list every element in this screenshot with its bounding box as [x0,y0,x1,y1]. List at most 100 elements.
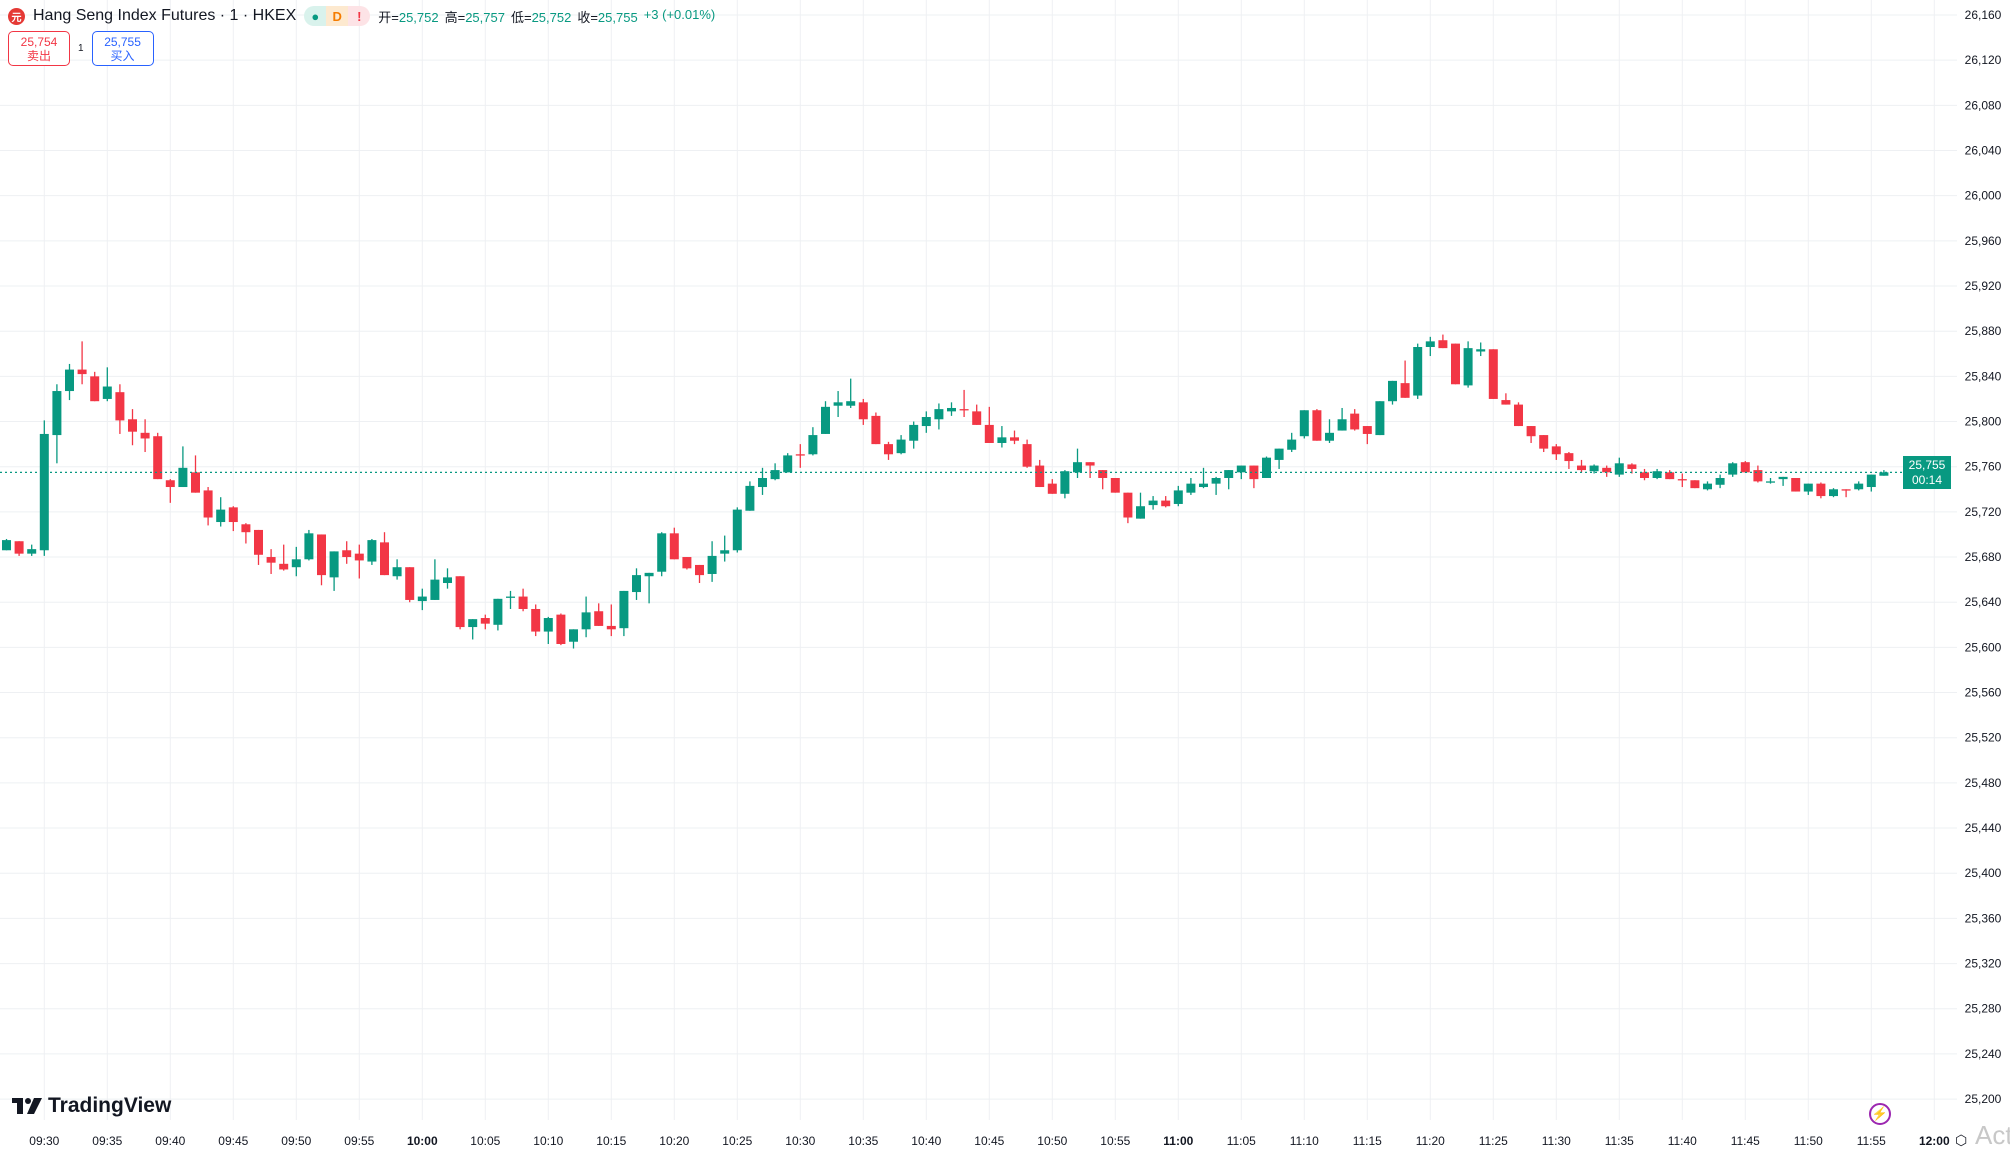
candle-down[interactable] [1514,402,1523,427]
candle-up[interactable] [783,453,793,473]
candle-up[interactable] [921,411,931,433]
candle-up[interactable] [1274,448,1284,469]
candle-down[interactable] [1690,480,1700,489]
candle-down[interactable] [1312,409,1322,441]
candle-up[interactable] [329,551,339,591]
candle-down[interactable] [1488,349,1498,399]
candle-up[interactable] [1703,481,1712,491]
market-open-badge[interactable]: ● [304,6,327,26]
candle-up[interactable] [216,497,226,527]
candle-up[interactable] [1388,380,1397,405]
candle-up[interactable] [1173,485,1183,507]
candle-up[interactable] [657,532,667,577]
candle-down[interactable] [1816,482,1826,499]
candle-down[interactable] [1123,492,1133,524]
candle-down[interactable] [191,455,200,493]
candle-up[interactable] [732,507,742,553]
candle-up[interactable] [619,590,629,637]
candle-up[interactable] [493,598,503,631]
status-badges[interactable]: ● D ! [304,6,371,26]
candle-down[interactable] [1085,462,1095,478]
candle-down[interactable] [1740,461,1750,473]
candle-up[interactable] [468,619,478,640]
candle-up[interactable] [1148,496,1158,510]
candle-down[interactable] [1564,452,1574,469]
candle-up[interactable] [1073,448,1082,478]
sell-button[interactable]: 25,754 卖出 [8,31,70,66]
candle-down[interactable] [354,544,364,579]
candle-up[interactable] [1866,474,1876,492]
candle-up[interactable] [909,421,919,449]
candle-down[interactable] [77,341,87,385]
candle-up[interactable] [1778,476,1788,486]
candle-down[interactable] [1526,426,1536,443]
candle-up[interactable] [1325,419,1334,443]
candle-up[interactable] [1413,343,1423,399]
symbol-title[interactable]: Hang Seng Index Futures · 1 · HKEX [33,7,297,24]
candle-up[interactable] [833,391,843,418]
candle-down[interactable] [556,613,566,646]
candle-up[interactable] [417,588,427,611]
candle-up[interactable] [102,367,112,402]
candle-down[interactable] [342,541,352,564]
candle-down[interactable] [972,404,982,425]
candle-down[interactable] [228,506,238,532]
candle-up[interactable] [1060,470,1070,499]
candle-down[interactable] [1602,465,1612,477]
candle-down[interactable] [884,441,893,460]
candle-down[interactable] [128,409,137,446]
candle-up[interactable] [1224,470,1234,490]
lightning-icon[interactable]: ⚡ [1869,1103,1891,1125]
candle-down[interactable] [1640,468,1649,481]
candle-down[interactable] [858,398,868,425]
candle-up[interactable] [506,590,515,609]
quantity[interactable]: 1 [78,43,84,54]
candle-down[interactable] [594,603,604,626]
candle-up[interactable] [1199,467,1208,489]
candle-up[interactable] [581,596,591,638]
candle-down[interactable] [518,588,528,612]
candle-up[interactable] [1803,483,1813,495]
candle-down[interactable] [795,444,805,468]
candle-up[interactable] [1425,336,1435,357]
candle-down[interactable] [1249,465,1259,489]
candle-down[interactable] [1047,479,1057,494]
candle-up[interactable] [745,481,755,511]
candle-down[interactable] [254,529,263,565]
candle-down[interactable] [1110,477,1120,493]
candle-up[interactable] [1589,464,1599,474]
candle-up[interactable] [569,629,578,649]
warning-badge[interactable]: ! [348,6,371,26]
candle-down[interactable] [266,549,276,574]
candle-up[interactable] [1728,462,1738,477]
candle-up[interactable] [39,420,49,556]
candle-down[interactable] [165,479,175,503]
candle-up[interactable] [644,572,654,604]
candle-up[interactable] [720,535,730,562]
candle-up[interactable] [1829,488,1838,498]
candle-up[interactable] [997,426,1007,448]
candle-up[interactable] [707,541,717,582]
candle-down[interactable] [1577,459,1586,473]
candle-up[interactable] [178,446,188,488]
candle-down[interactable] [14,541,24,556]
candle-down[interactable] [241,523,251,544]
candle-up[interactable] [1262,456,1271,478]
candle-down[interactable] [1161,496,1171,508]
candle-down[interactable] [1791,477,1801,492]
settings-icon[interactable]: ⬡ [1955,1132,1968,1148]
candle-up[interactable] [758,467,767,495]
tradingview-logo[interactable]: TradingView [12,1094,171,1118]
candle-up[interactable] [1652,468,1662,480]
candle-up[interactable] [65,363,74,401]
candle-down[interactable] [153,432,163,480]
candle-up[interactable] [808,427,818,456]
candle-down[interactable] [1677,473,1687,488]
candle-down[interactable] [1539,435,1549,453]
candle-down[interactable] [380,532,389,576]
candle-up[interactable] [1463,341,1473,388]
candle-up[interactable] [1715,474,1725,489]
candle-up[interactable] [1287,432,1297,453]
candle-up[interactable] [543,616,553,644]
candle-up[interactable] [304,529,314,561]
